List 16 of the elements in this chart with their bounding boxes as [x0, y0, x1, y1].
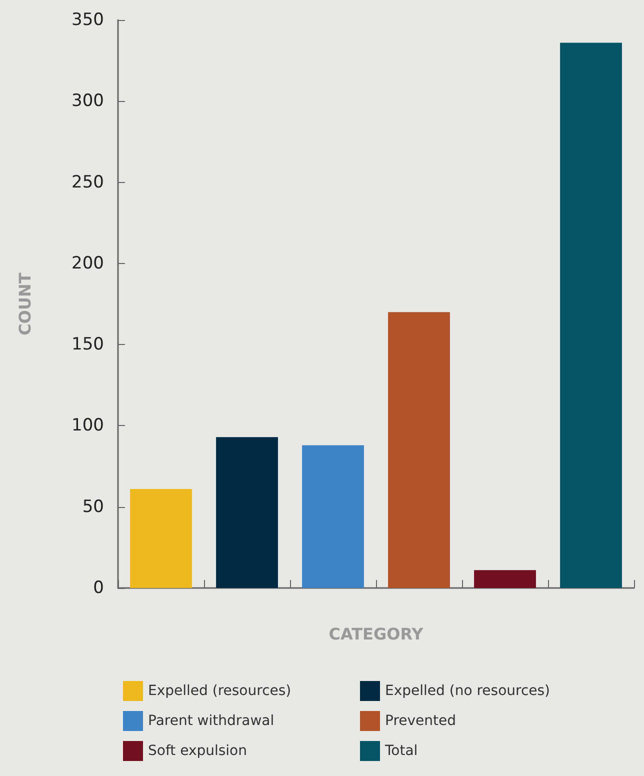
y-axis-title: COUNT — [16, 272, 34, 336]
legend-label: Total — [384, 743, 418, 759]
legend-label: Parent withdrawal — [148, 713, 274, 729]
legend-label: Prevented — [385, 713, 456, 729]
y-tick-label: 300 — [72, 91, 104, 112]
legend-label: Expelled (no resources) — [385, 683, 550, 699]
x-axis-title: CATEGORY — [328, 624, 424, 644]
y-tick-label: 50 — [82, 496, 104, 517]
y-tick-label: 200 — [72, 253, 104, 274]
legend-label: Expelled (resources) — [148, 683, 292, 699]
y-tick-label: 100 — [72, 416, 104, 436]
y-tick-label: 250 — [72, 172, 104, 192]
y-tick-label: 150 — [72, 334, 104, 355]
legend-label: Soft expulsion — [148, 743, 247, 759]
y-tick-label: 350 — [72, 10, 104, 30]
y-tick-label: 0 — [93, 578, 104, 598]
